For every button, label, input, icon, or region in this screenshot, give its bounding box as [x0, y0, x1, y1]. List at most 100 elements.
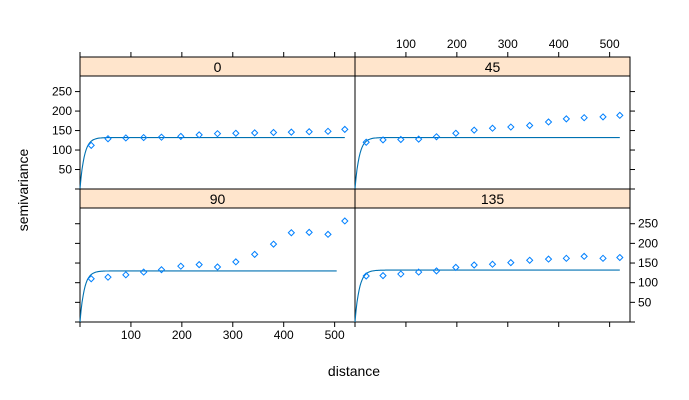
data-point [305, 128, 313, 136]
x-axis-col2-top: 100 200 300 400 500 [354, 37, 620, 57]
y-tick-label: 250 [638, 217, 658, 231]
panel-135: 135 [354, 188, 631, 323]
data-point [544, 255, 553, 263]
data-point [507, 258, 515, 267]
x-tick-label: 300 [223, 328, 243, 342]
panel-90: 90 [79, 188, 356, 323]
data-point [87, 275, 95, 283]
model-line [354, 137, 620, 190]
panel-strip-label: 135 [481, 191, 505, 207]
data-point [269, 128, 278, 137]
data-point [213, 263, 222, 271]
model-line [79, 137, 345, 190]
y-axis-row2-left [75, 223, 80, 323]
data-point [287, 229, 296, 237]
data-point [397, 270, 405, 278]
x-tick-label: 500 [600, 37, 620, 51]
data-point [507, 123, 515, 131]
data-point [616, 111, 624, 120]
data-point [269, 240, 278, 248]
x-tick-label: 100 [396, 37, 416, 51]
data-point [379, 271, 387, 280]
data-point [139, 133, 148, 142]
model-line [79, 270, 337, 323]
data-point [599, 254, 607, 263]
data-point [250, 129, 259, 137]
y-tick-label: 50 [59, 163, 73, 177]
panel-strip-label: 45 [485, 59, 501, 75]
x-tick-label: 400 [549, 37, 569, 51]
data-point [562, 254, 571, 263]
data-point [232, 129, 240, 137]
data-point [544, 118, 553, 126]
panel-0: 0 [79, 56, 356, 190]
data-point [580, 113, 588, 122]
data-point [562, 115, 571, 123]
data-point [414, 268, 423, 276]
data-point [324, 230, 332, 239]
data-point [157, 133, 166, 141]
data-point [470, 261, 478, 269]
x-tick-label: 300 [498, 37, 518, 51]
data-point [379, 136, 387, 144]
y-tick-label: 150 [52, 124, 72, 138]
data-point [87, 141, 95, 150]
data-point [122, 271, 130, 279]
panel-45: 45 [354, 56, 631, 190]
data-point [157, 266, 166, 274]
panel-strip-label: 0 [214, 59, 222, 75]
y-tick-label: 100 [638, 276, 658, 290]
data-point [488, 260, 497, 268]
data-point [305, 228, 313, 237]
data-point [177, 262, 185, 270]
data-point [250, 250, 259, 259]
data-point [397, 135, 405, 144]
data-point [104, 135, 112, 143]
y-tick-label: 100 [52, 143, 72, 157]
data-point [452, 263, 460, 272]
panel-frame [79, 75, 356, 190]
x-tick-label: 200 [172, 328, 192, 342]
x-tick-label: 500 [325, 328, 345, 342]
panel-frame [354, 207, 631, 323]
x-tick-label: 400 [274, 328, 294, 342]
data-point [362, 272, 370, 280]
y-axis-title: semivariance [15, 149, 31, 232]
panel-strip-label: 90 [210, 191, 226, 207]
x-axis-col1-top [79, 52, 336, 57]
data-point [341, 217, 349, 225]
data-point [104, 273, 112, 281]
x-axis-col2-bottom [354, 322, 611, 327]
x-tick-label: 200 [447, 37, 467, 51]
data-point [432, 267, 441, 275]
x-axis-title: distance [328, 363, 380, 379]
y-tick-label: 200 [52, 104, 72, 118]
y-tick-label: 50 [638, 295, 652, 309]
data-point [488, 124, 497, 132]
data-point [195, 131, 203, 139]
model-line [354, 269, 620, 323]
x-axis-col1-bottom: 100 200 300 400 500 [79, 322, 345, 342]
y-tick-label: 200 [638, 236, 658, 250]
data-point [213, 129, 222, 138]
y-axis-row1-right [630, 91, 635, 190]
data-point [580, 252, 588, 261]
data-point [362, 138, 370, 146]
data-point [432, 133, 441, 141]
data-point [525, 256, 534, 264]
data-point [470, 126, 478, 134]
y-tick-label: 250 [52, 85, 72, 99]
data-point [232, 258, 240, 266]
y-tick-label: 150 [638, 256, 658, 270]
data-point [122, 134, 130, 142]
data-point [525, 121, 534, 130]
data-point [341, 125, 349, 134]
y-axis-row1-left: 50 100 150 200 250 [52, 85, 80, 190]
data-point [616, 253, 624, 262]
data-point [195, 260, 203, 269]
data-point [324, 127, 332, 136]
data-point [452, 129, 460, 137]
data-point [414, 135, 423, 143]
